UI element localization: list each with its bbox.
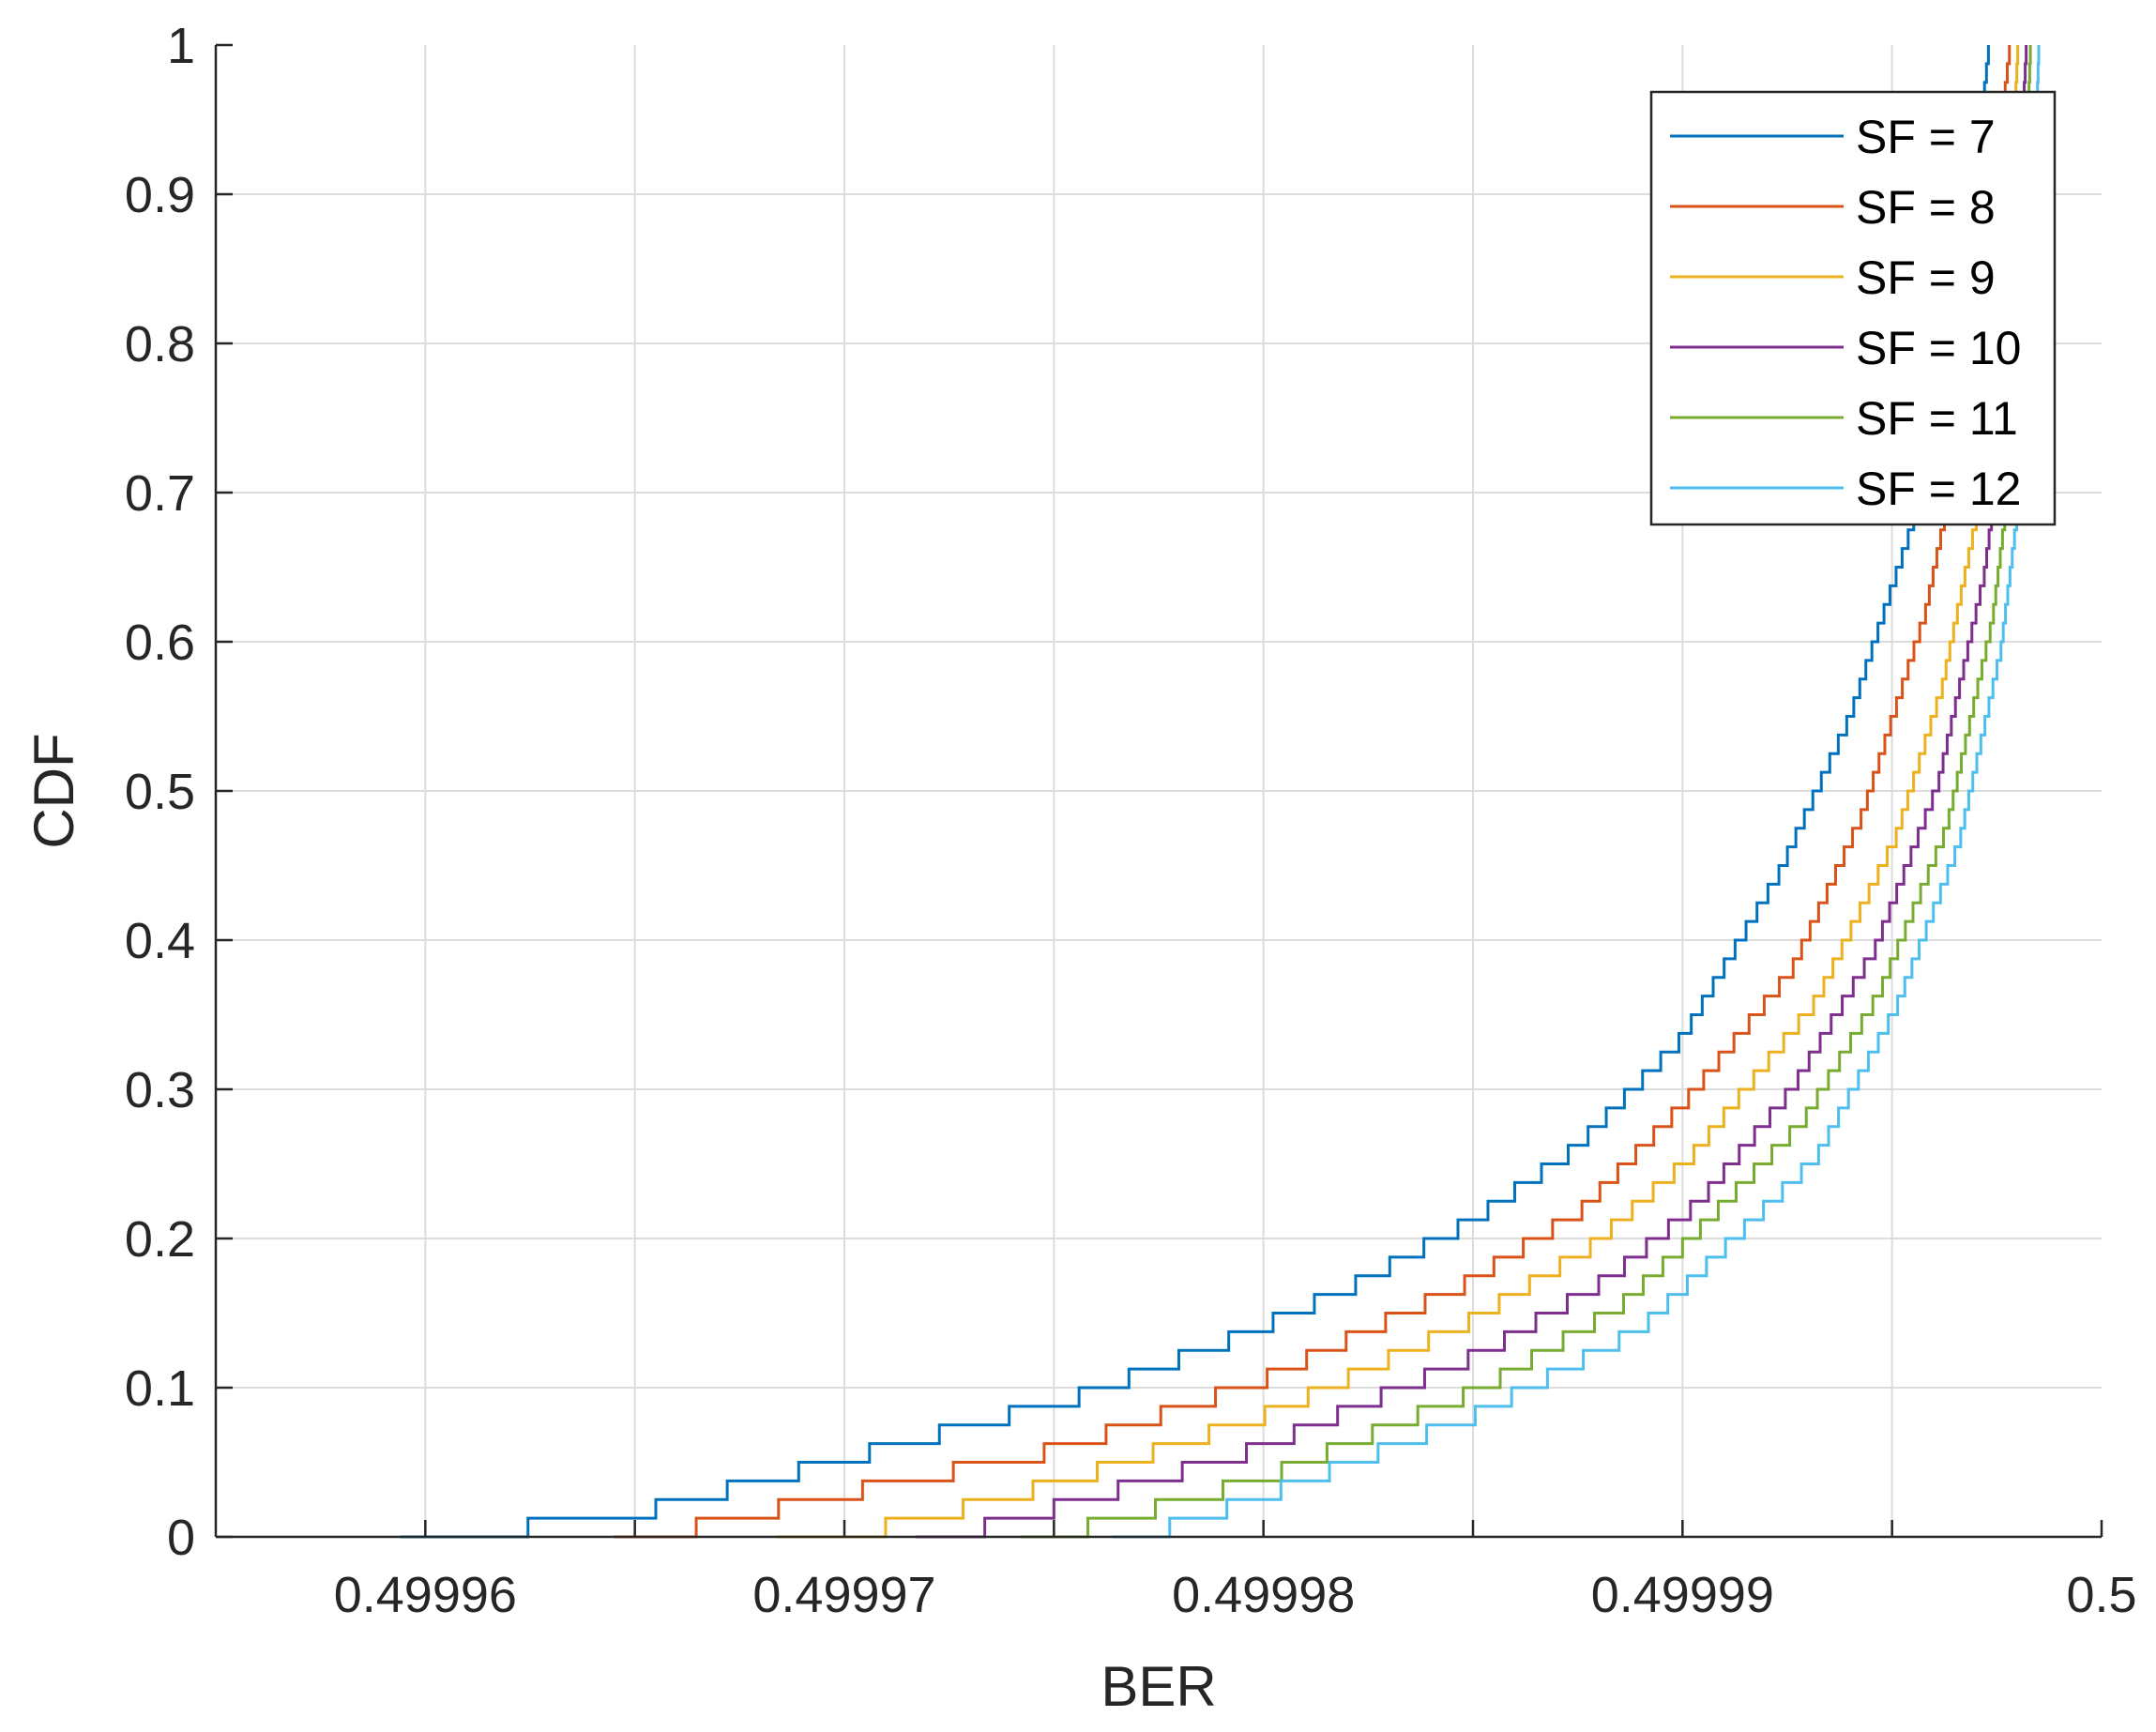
x-tick-label: 0.49998 <box>1172 1567 1355 1623</box>
y-tick-label: 0.2 <box>125 1211 195 1268</box>
legend-label: SF = 11 <box>1856 392 2018 445</box>
y-tick-label: 0.4 <box>125 913 195 969</box>
y-tick-label: 0.1 <box>125 1360 195 1417</box>
x-tick-label: 0.5 <box>2066 1567 2136 1623</box>
legend-label: SF = 9 <box>1856 251 1996 304</box>
legend-label: SF = 7 <box>1856 111 1996 163</box>
y-tick-label: 0.6 <box>125 615 195 671</box>
x-tick-label: 0.49997 <box>752 1567 935 1623</box>
legend-label: SF = 12 <box>1856 463 2022 515</box>
y-tick-label: 0.3 <box>125 1062 195 1118</box>
legend-box <box>1649 90 2057 526</box>
y-tick-label: 0 <box>167 1510 195 1566</box>
y-tick-label: 0.5 <box>125 764 195 820</box>
y-axis-ticks: 0 0.1 0.2 0.3 0.4 0.5 0.6 0.7 0.8 0.9 1 <box>125 18 233 1566</box>
x-tick-label: 0.49999 <box>1591 1567 1774 1623</box>
legend-label: SF = 8 <box>1856 181 1996 234</box>
y-tick-label: 0.9 <box>125 167 195 223</box>
x-axis-title: BER <box>1101 1655 1216 1718</box>
y-tick-label: 0.8 <box>125 316 195 372</box>
legend-label: SF = 10 <box>1856 322 2022 374</box>
y-tick-label: 0.7 <box>125 465 195 522</box>
legend: SF = 7 SF = 8 SF = 9 SF = 10 SF = 11 SF = 12 <box>1649 90 2057 526</box>
x-axis-ticks: 0.49996 0.49997 0.49998 0.49999 0.5 <box>334 1520 2137 1623</box>
y-axis-title: CDF <box>23 733 85 848</box>
y-tick-label: 1 <box>167 18 195 74</box>
x-tick-label: 0.49996 <box>334 1567 517 1623</box>
